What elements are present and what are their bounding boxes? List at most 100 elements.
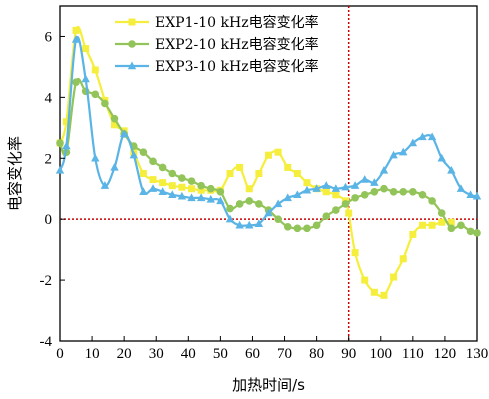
x-tick-label: 100 [370,346,393,362]
data-point [472,191,482,200]
legend-item-3: EXP3-10 kHz电容变化率 [115,58,319,75]
data-point [159,179,167,187]
y-tick-label: 2 [45,151,53,167]
data-point [370,288,378,296]
data-point [447,224,456,233]
data-point [322,181,331,189]
data-point [390,273,398,281]
data-point [197,181,205,190]
data-point [370,187,379,196]
data-point [284,163,292,171]
data-point [322,212,331,220]
data-point [110,162,119,171]
data-point [466,190,475,199]
data-point [216,187,225,196]
data-point [255,200,263,208]
data-point [82,45,90,53]
x-tick-label: 50 [213,346,228,362]
data-point [187,177,196,185]
series-1 [56,26,455,299]
data-point [168,190,177,199]
plot-border [59,5,478,342]
data-point [341,182,350,191]
data-point [274,215,282,223]
legend-swatch-marker [128,40,136,48]
legend-item-1: EXP1-10 kHz电容变化率 [115,14,319,31]
data-point [447,165,456,174]
data-point [389,187,398,196]
data-point [427,132,437,141]
data-point [428,197,436,205]
data-point [303,179,311,187]
data-point [409,230,417,238]
legend-label: EXP2-10 kHz电容变化率 [155,36,319,53]
legend-label: EXP3-10 kHz电容变化率 [155,58,319,75]
data-point [254,219,264,227]
data-point [408,138,418,147]
data-point [283,222,292,231]
data-point [110,114,119,123]
data-point [379,165,389,174]
legend-label: EXP1-10 kHz电容变化率 [155,14,319,31]
x-axis-label: 加热时间/s [232,376,305,394]
data-point [235,220,244,229]
data-point [168,169,177,178]
data-point [293,224,302,233]
data-point [332,191,340,199]
data-point [236,163,244,171]
data-point [245,197,254,205]
data-point [178,174,186,182]
data-point [399,147,408,156]
data-point [71,35,81,43]
data-point [177,191,187,200]
x-tick-label: 90 [341,346,356,362]
data-point [149,176,157,184]
data-point [380,291,388,299]
data-point [273,199,283,208]
data-point [158,187,167,195]
data-point [473,229,481,237]
data-point [322,188,330,196]
x-tick-label: 20 [117,346,132,362]
x-tick-label: 10 [85,346,100,362]
data-point [226,204,234,213]
data-point [293,190,302,199]
x-tick-label: 80 [309,346,324,362]
legend-swatch-marker [128,18,136,26]
data-point [111,121,119,129]
data-point [351,194,359,202]
x-tick-label: 60 [245,346,260,362]
y-tick-label: 6 [45,29,53,45]
legend: EXP1-10 kHz电容变化率 EXP2-10 kHz电容变化率 EXP3-10 … [115,14,319,75]
x-tick-label: 130 [466,346,489,362]
data-point [178,183,186,191]
data-point [119,129,129,138]
x-tick-label: 0 [56,346,64,362]
data-point [350,181,360,189]
data-point [283,193,292,202]
data-point [91,66,99,74]
data-point [418,191,427,199]
data-point [245,185,253,193]
data-point [361,276,369,284]
data-point [197,186,205,194]
data-point [235,200,244,208]
data-point [139,148,148,156]
data-point [466,227,475,236]
data-point [100,181,110,189]
series-3 [55,35,482,229]
data-point [226,170,234,177]
x-tick-label: 70 [277,346,292,362]
data-point [409,187,417,196]
data-point [380,184,388,193]
y-axis-label: 电容变化率 [6,136,24,211]
data-point [72,78,80,86]
data-point [139,187,148,195]
data-point [312,221,321,230]
data-point [245,220,254,229]
data-point [437,209,446,217]
data-point [360,191,369,199]
data-point [341,200,350,208]
data-point [274,148,282,156]
data-point [188,185,196,193]
